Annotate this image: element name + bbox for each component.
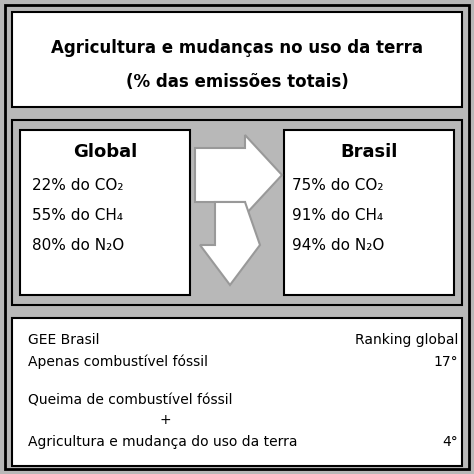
Text: (% das emissões totais): (% das emissões totais) — [126, 73, 348, 91]
Text: Agricultura e mudança do uso da terra: Agricultura e mudança do uso da terra — [28, 435, 298, 449]
FancyBboxPatch shape — [5, 5, 469, 469]
Text: 55% do CH₄: 55% do CH₄ — [32, 208, 123, 222]
Text: Queima de combustível fóssil: Queima de combustível fóssil — [28, 393, 233, 407]
Text: 75% do CO₂: 75% do CO₂ — [292, 177, 383, 192]
Text: +: + — [160, 413, 172, 427]
FancyBboxPatch shape — [20, 130, 190, 295]
FancyBboxPatch shape — [284, 130, 454, 295]
Text: 91% do CH₄: 91% do CH₄ — [292, 208, 383, 222]
Text: 80% do N₂O: 80% do N₂O — [32, 237, 124, 253]
Text: Ranking global: Ranking global — [355, 333, 458, 347]
FancyBboxPatch shape — [12, 12, 462, 107]
Text: Global: Global — [73, 143, 137, 161]
Text: 17°: 17° — [433, 355, 458, 369]
Text: GEE Brasil: GEE Brasil — [28, 333, 100, 347]
FancyBboxPatch shape — [12, 318, 462, 466]
Text: 22% do CO₂: 22% do CO₂ — [32, 177, 124, 192]
Polygon shape — [195, 135, 282, 215]
Polygon shape — [200, 202, 260, 285]
Text: Brasil: Brasil — [340, 143, 398, 161]
Text: 4°: 4° — [442, 435, 458, 449]
FancyBboxPatch shape — [12, 120, 462, 305]
Text: Agricultura e mudanças no uso da terra: Agricultura e mudanças no uso da terra — [51, 39, 423, 57]
Text: Apenas combustível fóssil: Apenas combustível fóssil — [28, 355, 208, 369]
Text: 94% do N₂O: 94% do N₂O — [292, 237, 384, 253]
